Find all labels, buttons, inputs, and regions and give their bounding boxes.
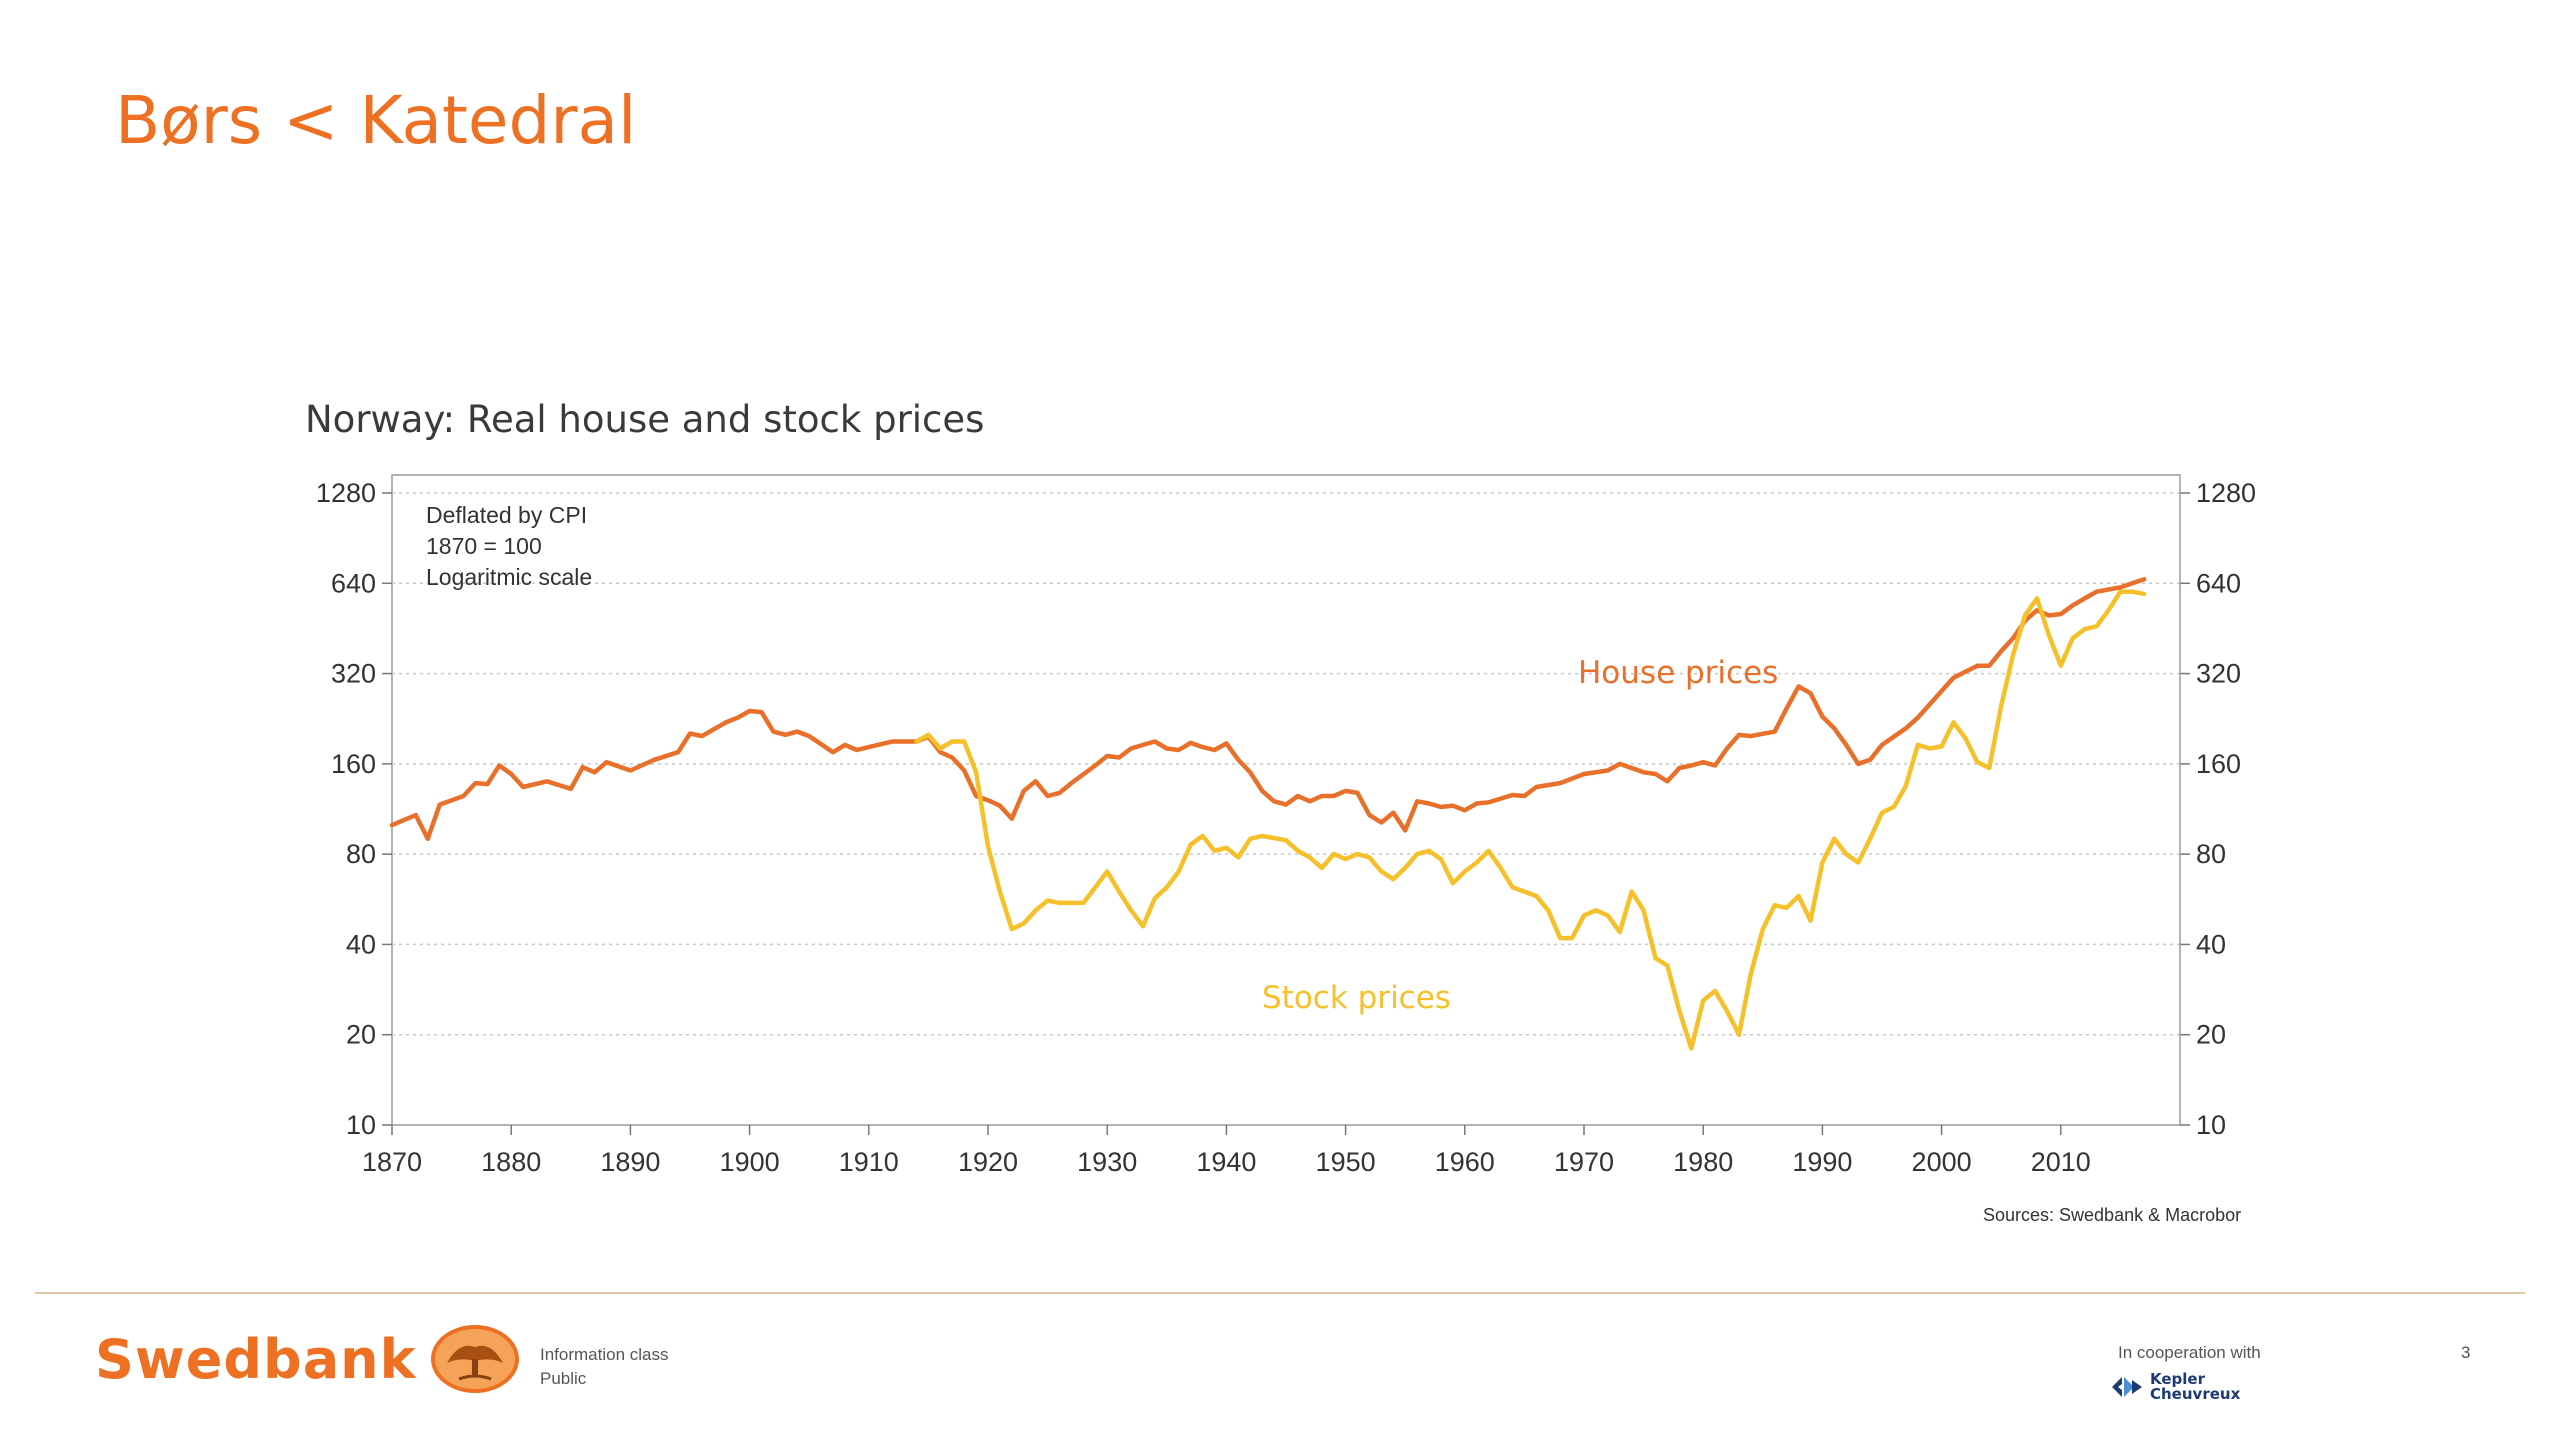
y-tick-label-left: 20	[346, 1020, 376, 1050]
brand-logo: Swedbank	[95, 1323, 521, 1395]
house-prices-line	[389, 577, 2147, 842]
chart-title: Norway: Real house and stock prices	[305, 398, 984, 441]
x-tick-label: 2010	[2031, 1147, 2091, 1177]
brand-wordmark: Swedbank	[95, 1327, 417, 1391]
x-tick-label: 1910	[839, 1147, 899, 1177]
y-tick-label-left: 640	[331, 568, 376, 598]
x-tick-label: 1880	[481, 1147, 541, 1177]
x-tick-label: 1930	[1077, 1147, 1137, 1177]
info-class-label: Information class	[540, 1345, 669, 1364]
y-tick-label-right: 1280	[2196, 478, 2256, 508]
chart-annotation: 1870 = 100	[426, 533, 542, 559]
x-tick-label: 1980	[1673, 1147, 1733, 1177]
info-class-value: Public	[540, 1369, 587, 1388]
x-tick-label: 1920	[958, 1147, 1018, 1177]
kepler-logo-icon	[2112, 1377, 2142, 1397]
y-tick-label-left: 40	[346, 929, 376, 959]
partner-logo: Kepler Cheuvreux	[2110, 1372, 2240, 1402]
partner-line1: Kepler	[2150, 1370, 2205, 1388]
x-tick-label: 1990	[1792, 1147, 1852, 1177]
x-tick-label: 1960	[1435, 1147, 1495, 1177]
x-tick-label: 1940	[1196, 1147, 1256, 1177]
chart-annotation: Logaritmic scale	[426, 564, 592, 590]
x-tick-label: 1970	[1554, 1147, 1614, 1177]
x-tick-label: 1870	[362, 1147, 422, 1177]
y-tick-label-right: 640	[2196, 568, 2241, 598]
slide-title: Børs < Katedral	[115, 82, 637, 159]
chart-annotation: Deflated by CPI	[426, 502, 587, 528]
house-prices-label: House prices	[1578, 655, 1778, 691]
chart-container: Norway: Real house and stock prices 10 10 2…	[305, 398, 2256, 1225]
x-tick-label: 1950	[1316, 1147, 1376, 1177]
y-tick-label-left: 80	[346, 839, 376, 869]
partner-line2: Cheuvreux	[2150, 1385, 2241, 1403]
cooperation-label: In cooperation with	[2118, 1343, 2261, 1362]
y-tick-label-right: 160	[2196, 749, 2241, 779]
partner-name: Kepler Cheuvreux	[2150, 1372, 2240, 1402]
y-tick-label-right: 20	[2196, 1020, 2226, 1050]
x-tick-label: 1890	[600, 1147, 660, 1177]
y-tick-label-left: 160	[331, 749, 376, 779]
stock-prices-line	[914, 589, 2147, 1051]
footer-divider	[35, 1292, 2525, 1294]
information-class: Information class Public	[540, 1343, 669, 1391]
y-tick-label-left: 320	[331, 659, 376, 689]
y-tick-label-right: 40	[2196, 929, 2226, 959]
y-tick-label-right: 80	[2196, 839, 2226, 869]
stock-prices-label: Stock prices	[1262, 980, 1451, 1016]
plot-frame	[391, 474, 2181, 1126]
y-tick-label-left: 10	[346, 1110, 376, 1140]
x-tick-label: 1900	[720, 1147, 780, 1177]
x-tick-label: 2000	[1912, 1147, 1972, 1177]
page-number: 3	[2461, 1343, 2471, 1362]
y-tick-label-right: 320	[2196, 659, 2241, 689]
line-chart: Norway: Real house and stock prices 10 10 2…	[305, 398, 2256, 1225]
y-tick-label-left: 1280	[316, 478, 376, 508]
chart-source: Sources: Swedbank & Macrobor	[1983, 1205, 2241, 1225]
oak-tree-logo-icon	[430, 1325, 519, 1393]
y-tick-label-right: 10	[2196, 1110, 2226, 1140]
